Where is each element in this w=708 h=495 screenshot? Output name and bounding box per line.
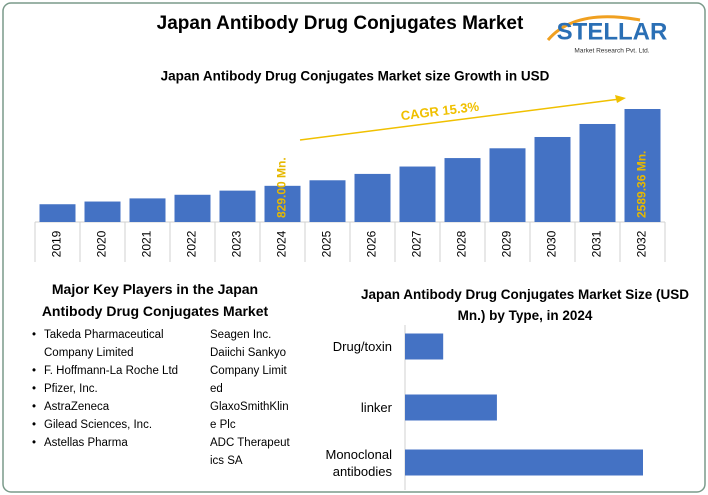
y-tick-label: linker: [360, 400, 392, 415]
player: Takeda Pharmaceutical Company Limited: [30, 326, 180, 362]
player: Astellas Pharma: [30, 434, 180, 452]
x-tick-label: 2030: [545, 230, 559, 257]
bar: [534, 136, 571, 222]
players-right: Seagen Inc. Daiichi Sankyo Company Limite…: [210, 326, 292, 470]
player-name: Daiichi Sankyo Company Limited: [210, 347, 287, 395]
bar: [405, 394, 497, 421]
player-name: Gilead Sciences, Inc.: [44, 419, 153, 431]
y-tick-label: Monoclonal antibodies: [325, 446, 393, 479]
x-tick-label: 2028: [455, 230, 469, 257]
bar: [405, 449, 643, 476]
player: Pfizer, Inc.: [30, 380, 180, 398]
x-tick-label: 2026: [365, 230, 379, 257]
value-label: 2589.36 Mn.: [635, 151, 649, 218]
x-tick-label: 2022: [185, 230, 199, 257]
bar: [264, 185, 301, 222]
bar: [219, 190, 256, 222]
x-tick-label: 2020: [95, 230, 109, 257]
bar: [405, 333, 444, 360]
x-tick-label: 2023: [230, 230, 244, 257]
logo-name: STELLAR: [557, 18, 668, 45]
x-tick-label: 2019: [50, 230, 64, 257]
x-tick-label: 2021: [140, 230, 154, 257]
value-label: 829.00 Mn.: [275, 157, 289, 218]
x-tick-label: 2025: [320, 230, 334, 257]
players-title: Major Key Players in the Japan Antibody …: [41, 281, 269, 319]
cagr-arrow: [299, 98, 621, 141]
player-name: Pfizer, Inc.: [44, 383, 98, 395]
logo-swoosh: [546, 15, 641, 41]
player-name: ADC Therapeutics SA: [210, 437, 290, 467]
player-name: Takeda Pharmaceutical Company Limited: [44, 329, 164, 359]
cagr-annotation: CAGR 15.3%: [400, 99, 480, 124]
players-left: Takeda Pharmaceutical Company Limited F. …: [30, 326, 180, 452]
bar: [174, 194, 211, 222]
bar: [84, 201, 121, 222]
bar: [624, 109, 661, 222]
x-tick-label: 2031: [590, 230, 604, 257]
player: AstraZeneca: [30, 398, 180, 416]
bar: [489, 148, 526, 222]
player: Gilead Sciences, Inc.: [30, 416, 180, 434]
player-name: F. Hoffmann-La Roche Ltd: [44, 365, 179, 377]
bar: [309, 180, 346, 222]
logo-tagline: Market Research Pvt. Ltd.: [574, 48, 649, 55]
cagr-arrowhead: [615, 95, 626, 103]
player-name: Seagen Inc.: [210, 329, 272, 341]
bar: [399, 166, 436, 222]
player: F. Hoffmann-La Roche Ltd: [30, 362, 180, 380]
chart-title: Japan Antibody Drug Conjugates Market si…: [161, 69, 550, 84]
bar: [579, 123, 616, 222]
x-tick-label: 2029: [500, 230, 514, 257]
bar: [354, 173, 391, 222]
x-tick-label: 2027: [410, 230, 424, 257]
bar: [444, 158, 481, 222]
chart-title: Japan Antibody Drug Conjugates Market Si…: [360, 287, 690, 323]
y-tick-label: Drug/toxin: [332, 339, 392, 354]
page-title: Japan Antibody Drug Conjugates Market: [157, 13, 524, 34]
bar: [39, 204, 76, 222]
bar: [129, 198, 166, 222]
x-tick-label: 2032: [635, 230, 649, 257]
player-name: AstraZeneca: [44, 401, 110, 413]
player-name: GlaxoSmithKline Plc: [210, 401, 289, 431]
player-name: Astellas Pharma: [44, 437, 128, 449]
x-tick-label: 2024: [275, 230, 289, 257]
